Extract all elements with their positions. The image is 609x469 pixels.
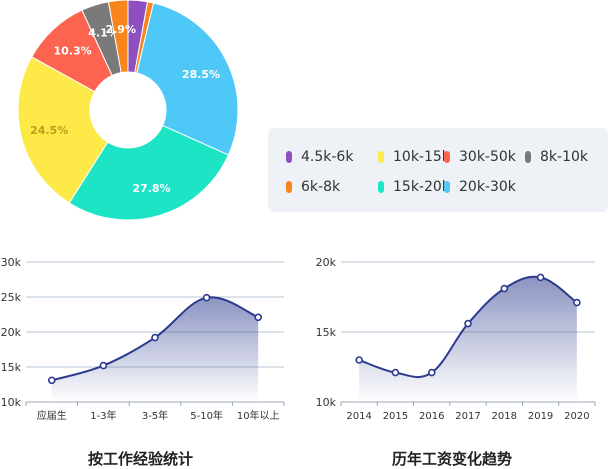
area-fill xyxy=(51,297,259,402)
legend-item: 15k-20k xyxy=(378,178,450,196)
area-fill xyxy=(359,276,577,402)
legend-item: 30k-50k xyxy=(444,148,516,166)
data-point xyxy=(99,361,108,370)
legend-swatch xyxy=(378,151,384,163)
data-point xyxy=(47,376,56,385)
experience-line-chart: 10k 15k 20k 25k 30k 应届生 1-3年 3-5年 5-10年 10年以上 xyxy=(1,256,285,422)
x-tick-label: 2017 xyxy=(455,411,480,422)
x-tick-label: 1-3年 xyxy=(90,409,116,422)
slice-label: 4.1% xyxy=(88,26,119,39)
legend-swatch xyxy=(286,181,292,193)
y-tick-label: 15k xyxy=(1,361,22,374)
experience-chart-title: 按工作经验统计 xyxy=(88,450,194,468)
legend-label: 6k-8k xyxy=(301,179,341,195)
yearly-trend-line-chart: 10k 15k 20k 2014 2015 2016 2017 2018 2019 2020 xyxy=(316,256,596,422)
data-point xyxy=(254,313,263,322)
y-tick-label: 20k xyxy=(316,256,337,269)
x-tick-label: 应届生 xyxy=(37,409,67,422)
y-tick-label: 25k xyxy=(1,291,22,304)
salary-donut-chart: 28.5% 27.8% 24.5% 10.3% 4.1%2.9% xyxy=(17,0,239,221)
x-tick-label: 3-5年 xyxy=(142,409,168,422)
legend-label: 10k-15k xyxy=(393,149,450,165)
slice-label: 2.9% xyxy=(105,23,136,36)
legend-item: 4.5k-6k xyxy=(286,148,353,166)
pie-slice xyxy=(17,56,109,204)
data-point xyxy=(500,284,509,293)
data-point xyxy=(202,293,211,302)
data-point xyxy=(355,356,363,364)
pie-slice xyxy=(136,2,239,156)
legend-item: 20k-30k xyxy=(444,178,516,196)
slice-label: 27.8% xyxy=(132,182,170,195)
x-tick-label: 2020 xyxy=(564,411,589,422)
legend-label: 15k-20k xyxy=(393,179,450,195)
x-tick-label: 2019 xyxy=(528,411,553,422)
data-point xyxy=(427,368,436,377)
legend-swatch xyxy=(525,151,531,163)
slice-label: 28.5% xyxy=(182,68,220,81)
y-tick-label: 10k xyxy=(1,396,22,409)
legend-swatch xyxy=(286,151,292,163)
x-tick-label: 2018 xyxy=(492,411,517,422)
y-tick-label: 10k xyxy=(316,396,337,409)
x-tick-label: 2015 xyxy=(383,411,408,422)
legend-swatch xyxy=(444,181,450,193)
legend-item: 6k-8k xyxy=(286,178,340,196)
slice-label: 10.3% xyxy=(53,44,91,57)
x-tick-label: 5-10年 xyxy=(190,409,223,422)
donut-legend: 4.5k-6k 10k-15k 30k-50k 8k-10k 6k-8k 15k-20k 2… xyxy=(268,128,608,212)
legend-item: 8k-10k xyxy=(525,148,588,166)
y-tick-label: 20k xyxy=(1,326,22,339)
x-tick-label: 10年以上 xyxy=(237,409,280,422)
data-point xyxy=(464,319,472,328)
legend-label: 30k-50k xyxy=(459,149,516,165)
legend-label: 20k-30k xyxy=(459,179,516,195)
legend-label: 8k-10k xyxy=(540,149,588,165)
pie-slice xyxy=(68,124,230,221)
legend-label: 4.5k-6k xyxy=(301,149,354,165)
data-point xyxy=(151,333,159,342)
slice-label: 24.5% xyxy=(30,124,68,137)
x-tick-label: 2014 xyxy=(346,411,371,422)
legend-swatch xyxy=(378,181,384,193)
data-point xyxy=(536,273,545,282)
yearly-trend-chart-title: 历年工资变化趋势 xyxy=(392,450,513,468)
y-tick-label: 15k xyxy=(316,326,337,339)
x-tick-label: 2016 xyxy=(419,411,444,422)
legend-item: 10k-15k xyxy=(378,148,450,166)
pie-slice xyxy=(107,0,129,74)
data-point xyxy=(573,298,581,307)
data-point xyxy=(391,368,400,377)
y-tick-label: 30k xyxy=(1,256,22,269)
legend-swatch xyxy=(444,151,450,163)
